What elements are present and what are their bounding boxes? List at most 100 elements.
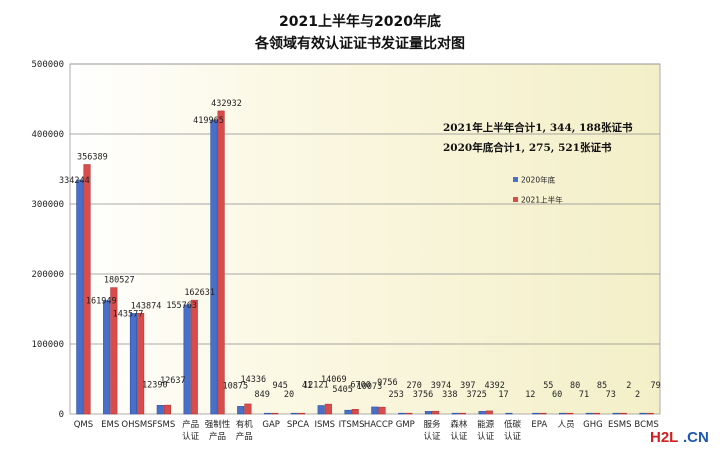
bar [190,299,198,415]
data-label: 6700 [350,380,370,390]
bar [163,404,172,415]
data-label: 85 [597,381,607,391]
annotation-2020-total: 2020年底合计1, 275, 521张证书 [443,141,612,154]
x-tick-label: 认证 [424,431,442,442]
x-tick-label: 人员 [558,420,575,430]
watermark-logo: H2L .CN [650,429,709,446]
data-label: 5405 [332,385,352,395]
bar [244,403,252,415]
x-tick-label: 有机 [236,419,254,430]
bar [183,304,191,415]
data-label: 945 [272,381,287,391]
x-tick-label: GMP [396,420,415,430]
x-tick-label: EMS [101,420,119,430]
bar [351,409,359,415]
bar [76,179,84,415]
bar [237,406,245,415]
legend-swatch-2021 [513,197,518,202]
x-tick-label: GAP [262,420,280,430]
x-tick-label: QMS [74,420,93,430]
data-label: 334244 [59,176,90,186]
data-label: 12390 [142,380,168,390]
data-label: 3974 [431,381,451,391]
data-label: 12637 [160,376,186,386]
data-label: 161949 [86,297,117,307]
data-label: 338 [442,390,457,400]
x-tick-label: FSMS [152,420,175,430]
x-tick-label: EPA [531,420,547,430]
x-tick-label: 森林 [450,419,468,430]
y-axis: 0 100000 200000 300000 400000 500000 [31,60,64,420]
data-label: 2 [635,390,640,400]
bar [217,110,225,415]
x-tick-label: ITSMS [339,420,365,430]
bar [271,412,279,415]
bar [639,412,647,415]
bar [451,412,459,415]
x-tick-label: BCMS [634,420,658,430]
data-label: 180527 [104,276,135,286]
bar-series [76,110,654,415]
bar [612,412,620,415]
data-label: 419965 [193,116,224,126]
bar [505,412,513,415]
y-tick-label: 100000 [31,340,64,350]
data-label: 432932 [211,99,242,109]
bar [478,411,486,415]
bar [558,412,567,415]
data-label: 79 [650,381,660,391]
data-label: 60 [552,390,562,400]
data-label: 73 [606,390,616,400]
bar [110,287,118,415]
bar [458,412,467,415]
data-label: 20 [284,390,294,400]
x-tick-label: 产品 [182,419,199,430]
bar [398,412,406,415]
x-tick-label: HACCP [364,420,393,430]
bar [539,412,547,415]
y-tick-label: 300000 [31,200,64,210]
bar [344,409,352,415]
chart-title-line-1: 2021上半年与2020年底 [279,13,441,30]
chart-title-line-2: 各领域有效认证证书发证量比对图 [254,35,465,52]
x-tick-label: 认证 [504,431,522,442]
data-label: 10073 [357,382,383,392]
data-label: 270 [407,381,422,391]
y-tick-label: 400000 [31,130,64,140]
bar [619,412,627,415]
bar [298,412,306,415]
legend-label-2020: 2020年底 [521,175,556,185]
bar [405,412,413,415]
y-tick-label: 500000 [31,60,64,70]
bar [317,405,325,415]
data-label: 162631 [184,288,215,298]
bar [593,412,601,415]
data-label: 143874 [131,301,162,311]
bar [432,410,440,415]
data-label: 17 [498,390,508,400]
bar [532,412,540,415]
bar [83,164,91,415]
data-label: 155763 [166,301,197,311]
legend-swatch-2020 [513,177,518,182]
data-label: 356389 [77,153,108,163]
data-label: 71 [579,390,589,400]
data-label: 397 [460,381,475,391]
legend-label-2021: 2021上半年 [521,195,563,205]
x-tick-label: 产品 [236,431,253,442]
legend: 2020年底 2021上半年 [513,175,563,205]
bar [103,300,111,415]
bar [646,412,654,415]
bar [290,412,298,415]
bar [485,410,493,415]
bar [324,403,332,415]
data-label: 12121 [303,381,329,391]
bar [263,412,272,415]
bar [378,406,386,415]
bar [129,313,137,415]
data-label: 55 [543,381,553,391]
x-tick-label: 低碳 [504,419,522,430]
plot-area [69,63,661,415]
